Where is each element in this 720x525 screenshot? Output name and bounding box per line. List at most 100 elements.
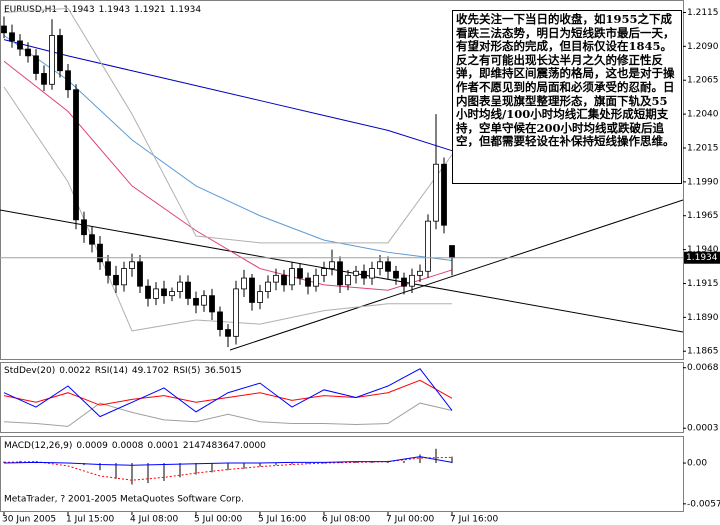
chart-header: EURUSD,H1 1.1943 1.1943 1.1921 1.1934 (4, 5, 201, 15)
candle-body (361, 270, 367, 279)
high: 1.1943 (99, 5, 131, 15)
macd-panel (0, 436, 684, 512)
histogram-bar (115, 463, 117, 479)
y-tick-label: 1.1915 (687, 279, 719, 289)
candle-body (385, 261, 391, 272)
indicator-line (3, 368, 453, 418)
symbol: EURUSD,H1 (4, 5, 57, 15)
candle-body (201, 295, 207, 306)
y-tick-label: -0.0057 (687, 499, 720, 509)
legend-name: StdDev(20) (4, 366, 55, 376)
histogram-bar (195, 463, 197, 475)
y-tick-label: 1.2115 (687, 8, 719, 18)
candle-body (417, 270, 423, 276)
x-tick-label: 1 Jul 15:00 (66, 515, 115, 525)
x-tick-label: 7 Jul 00:00 (386, 515, 435, 525)
y-tick-label: 1.1940 (687, 245, 719, 255)
histogram-bar (339, 462, 341, 464)
candle-body (353, 270, 359, 276)
candle-body (345, 274, 351, 286)
trend-line (229, 199, 684, 351)
histogram-bar (451, 456, 453, 464)
x-tick-label: 5 Jul 16:00 (258, 515, 307, 525)
candle-body (137, 261, 143, 287)
legend-value: 49.1702 (132, 366, 169, 376)
legend-name: MACD(12,26,9) (4, 441, 72, 451)
macd-legend: MACD(12,26,9) 0.0009 0.0008 0.0001 214748364… (4, 441, 266, 451)
candle-body (81, 219, 87, 236)
candle-body (233, 288, 239, 337)
candle-body (433, 163, 439, 222)
histogram-bar (211, 463, 213, 473)
low: 1.1921 (134, 5, 166, 15)
legend-value: 0.0008 (112, 441, 144, 451)
candle-body (217, 311, 223, 330)
candle-body (145, 285, 151, 299)
candle-body (129, 261, 135, 269)
candle-body (57, 35, 63, 72)
histogram-bar (227, 463, 229, 471)
candle-body (281, 274, 287, 286)
legend-name: RSI(5) (173, 366, 200, 376)
histogram-bar (99, 463, 101, 471)
y-tick-label: 1.1965 (687, 211, 719, 221)
indicator-line (3, 39, 453, 152)
annotation: 收先关注一下当日的收盘，如1955之下成看跌三法态势，明日为短线跌市最后一天，有… (452, 10, 682, 184)
candle-body (305, 277, 311, 287)
y-tick-label: 0.00 (687, 459, 707, 469)
candle-body (33, 55, 39, 74)
indicator-line (3, 402, 453, 427)
candle-body (65, 70, 71, 91)
histogram-bar (275, 463, 277, 466)
candle-body (41, 73, 47, 85)
histogram-bar (323, 463, 325, 464)
candle-body (441, 163, 447, 226)
candle-body (1, 25, 7, 34)
candle-body (241, 277, 247, 290)
candle-body (265, 281, 271, 293)
candle-body (337, 261, 343, 286)
price-marker (684, 251, 720, 264)
candle-body (289, 268, 295, 286)
candle-body (73, 89, 79, 221)
histogram-bar (179, 463, 181, 478)
histogram-bar (307, 463, 309, 464)
candle-body (401, 277, 407, 287)
candle-body (113, 274, 119, 286)
candle-body (225, 329, 231, 337)
candle-body (313, 274, 319, 287)
histogram-bar (435, 448, 437, 464)
indicator-legend: StdDev(20) 0.0022 RSI(14) 49.1702 RSI(5) 36.5… (4, 366, 242, 376)
histogram-bar (419, 454, 421, 464)
candle-body (49, 35, 55, 85)
price-marker-label: 1.1934 (686, 253, 718, 263)
x-tick-label: 7 Jul 16:00 (450, 515, 499, 525)
candle-body (449, 245, 455, 259)
y-tick-label: 1.1865 (687, 347, 719, 357)
y-tick-label: 1.1890 (687, 313, 719, 323)
candle-body (249, 277, 255, 303)
candle-body (105, 261, 111, 276)
legend-name: RSI(14) (95, 366, 128, 376)
y-tick-label: 0.0003 (687, 424, 719, 434)
candle-body (121, 268, 127, 286)
legend-value: 36.5015 (204, 366, 241, 376)
y-tick-label: 0.0068 (687, 363, 719, 373)
indicator-line (3, 456, 453, 466)
close: 1.1934 (170, 5, 202, 15)
candle-body (377, 261, 383, 269)
histogram-bar (131, 463, 133, 485)
candle-body (209, 295, 215, 313)
candle-body (97, 243, 103, 263)
legend-value: 2147483647.0000 (183, 441, 266, 451)
legend-value: 0.0009 (76, 441, 108, 451)
candle-body (161, 288, 167, 297)
histogram-bar (403, 460, 405, 464)
candle-body (9, 32, 15, 42)
candle-body (89, 234, 95, 245)
legend-value: 0.0022 (59, 366, 91, 376)
candle-body (425, 220, 431, 272)
x-tick-label: 4 Jul 08:00 (130, 515, 179, 525)
histogram-bar (147, 463, 149, 484)
